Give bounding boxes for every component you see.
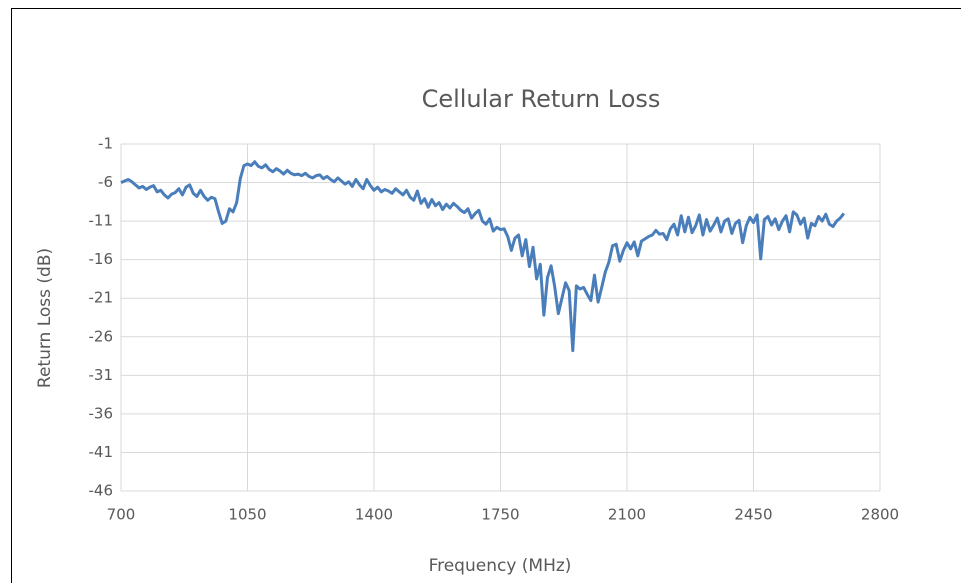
x-tick-label: 2800: [861, 506, 899, 524]
y-tick-label: -26: [89, 327, 114, 345]
x-tick-label: 700: [107, 506, 136, 524]
data-line: [121, 162, 844, 351]
y-tick-label: -36: [89, 404, 114, 422]
y-tick-label: -46: [89, 482, 114, 500]
y-tick-label: -31: [89, 366, 114, 384]
x-tick-label: 2450: [734, 506, 772, 524]
x-tick-label: 1750: [481, 506, 519, 524]
y-tick-label: -11: [89, 212, 114, 230]
y-tick-label: -16: [89, 250, 114, 268]
x-tick-label: 1050: [228, 506, 266, 524]
y-tick-label: -6: [98, 173, 113, 191]
x-tick-label: 2100: [608, 506, 646, 524]
y-axis-label: Return Loss (dB): [35, 248, 55, 388]
x-tick-label: 1400: [355, 506, 393, 524]
x-axis-label: Frequency (MHz): [429, 556, 572, 576]
chart-title: Cellular Return Loss: [422, 85, 661, 113]
y-tick-label: -1: [98, 135, 113, 153]
y-tick-label: -41: [89, 443, 114, 461]
y-tick-label: -21: [89, 289, 114, 307]
